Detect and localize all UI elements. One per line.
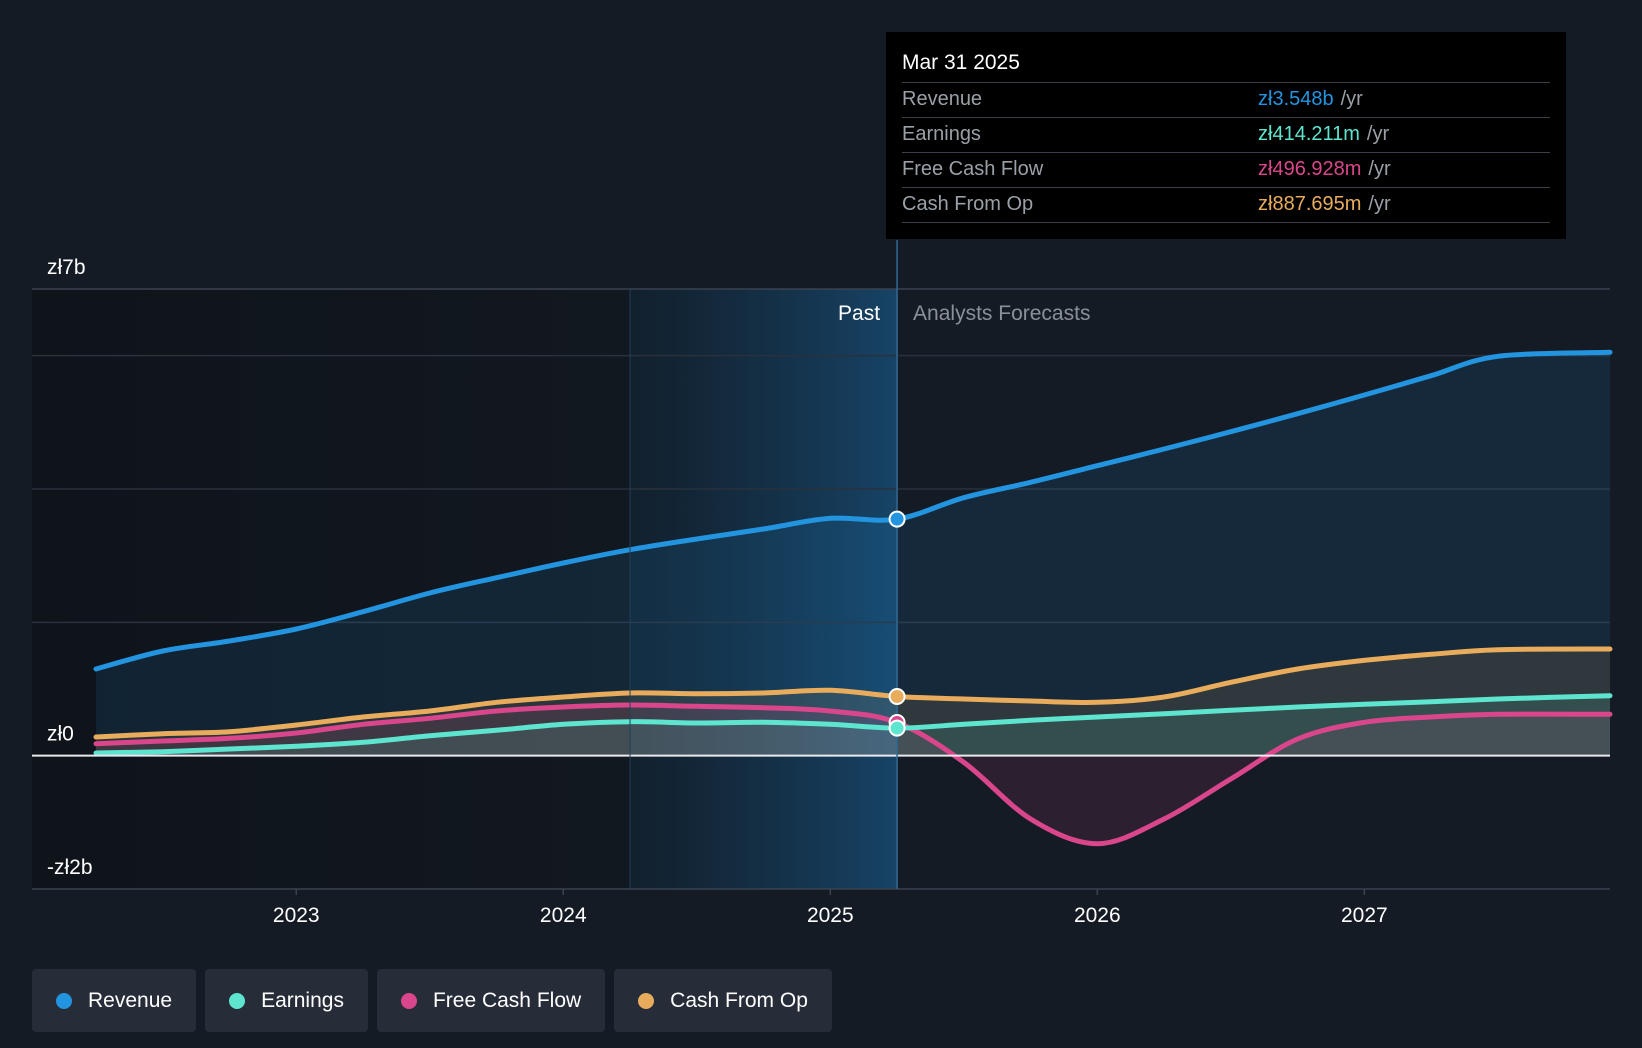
tooltip-row-earnings: Earnings zł414.211m /yr xyxy=(902,118,1550,153)
free-cash-flow-area xyxy=(96,704,1610,844)
tooltip-unit: /yr xyxy=(1340,88,1363,110)
x-tick-label: 2027 xyxy=(1341,904,1388,927)
analysts-forecasts-label: Analysts Forecasts xyxy=(913,302,1090,325)
tooltip-label: Earnings xyxy=(902,123,981,145)
cash-from-op-marker xyxy=(888,687,906,705)
legend-label: Revenue xyxy=(88,988,173,1012)
tooltip-value: zł414.211m xyxy=(1258,123,1360,145)
x-tick-label: 2024 xyxy=(540,904,587,927)
tooltip-panel: Mar 31 2025 Revenue zł3.548b /yr Earning… xyxy=(886,32,1566,239)
earnings-marker xyxy=(888,719,906,737)
revenue-area xyxy=(96,352,1610,756)
x-tick-label: 2026 xyxy=(1074,904,1121,927)
y-tick-label: -zł2b xyxy=(47,856,93,879)
tooltip-date: Mar 31 2025 xyxy=(902,46,1550,83)
tooltip-row-revenue: Revenue zł3.548b /yr xyxy=(902,83,1550,118)
tooltip-label: Cash From Op xyxy=(902,193,1034,215)
x-tick-label: 2025 xyxy=(807,904,854,927)
past-region-highlight xyxy=(630,289,898,889)
legend-dot-icon xyxy=(229,992,246,1009)
y-tick-label: zł7b xyxy=(47,256,86,279)
series-markers xyxy=(888,510,906,737)
legend-dot-icon xyxy=(56,992,72,1009)
legend-label: Earnings xyxy=(261,988,344,1012)
legend-dot-icon xyxy=(400,992,417,1009)
legend-item-cash-from-op[interactable]: Cash From Op xyxy=(614,969,832,1032)
legend-item-free-cash-flow[interactable]: Free Cash Flow xyxy=(376,969,606,1032)
legend-item-earnings[interactable]: Earnings xyxy=(205,969,368,1032)
legend-label: Cash From Op xyxy=(670,988,808,1012)
tooltip-unit: /yr xyxy=(1368,193,1391,215)
tooltip-row-free-cash-flow: Free Cash Flow zł496.928m /yr xyxy=(902,153,1550,188)
tooltip-value: zł3.548b xyxy=(1258,88,1334,110)
x-axis-labels: 2023 2024 2025 2026 2027 xyxy=(273,889,1388,927)
free-cash-flow-line xyxy=(93,702,1613,847)
revenue-marker xyxy=(888,510,906,528)
cash-from-op-area xyxy=(96,649,1610,756)
tooltip-label: Revenue xyxy=(902,88,983,110)
cash-from-op-line xyxy=(93,646,1613,740)
tooltip-unit: /yr xyxy=(1368,158,1391,180)
legend-item-revenue[interactable]: Revenue xyxy=(32,969,197,1032)
x-tick-label: 2023 xyxy=(273,904,320,927)
legend-dot-icon xyxy=(638,992,655,1009)
tooltip-unit: /yr xyxy=(1366,123,1390,145)
tooltip-label: Free Cash Flow xyxy=(902,158,1044,180)
revenue-line xyxy=(93,349,1613,672)
legend-label: Free Cash Flow xyxy=(432,988,582,1012)
y-tick-label: zł0 xyxy=(47,723,74,746)
series-lines xyxy=(93,349,1613,847)
past-label: Past xyxy=(838,302,880,325)
legend: Revenue Earnings Free Cash Flow Cash Fro… xyxy=(32,969,832,1032)
tooltip-value: zł887.695m xyxy=(1258,193,1362,215)
earnings-line xyxy=(93,693,1613,756)
tooltip-row-cash-from-op: Cash From Op zł887.695m /yr xyxy=(902,188,1550,223)
y-axis-labels: zł7b zł0 -zł2b xyxy=(47,256,93,879)
tooltip-value: zł496.928m xyxy=(1258,158,1362,180)
